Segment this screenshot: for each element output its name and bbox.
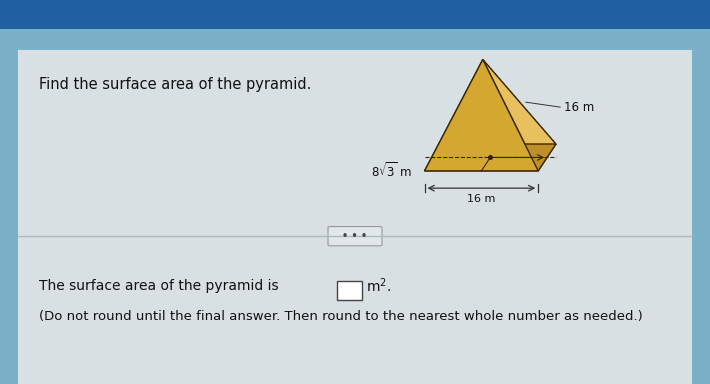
Text: Find the surface area of the pyramid.: Find the surface area of the pyramid. <box>39 77 312 92</box>
Polygon shape <box>425 144 556 171</box>
Text: • • •: • • • <box>342 231 368 241</box>
Polygon shape <box>425 60 538 171</box>
FancyBboxPatch shape <box>337 281 362 300</box>
Text: (Do not round until the final answer. Then round to the nearest whole number as : (Do not round until the final answer. Th… <box>39 310 643 323</box>
Text: The surface area of the pyramid is: The surface area of the pyramid is <box>39 279 283 293</box>
Polygon shape <box>483 60 556 171</box>
Text: $8\sqrt{3}$ m: $8\sqrt{3}$ m <box>371 162 412 180</box>
FancyBboxPatch shape <box>328 227 382 246</box>
FancyBboxPatch shape <box>18 50 692 384</box>
FancyBboxPatch shape <box>0 0 710 29</box>
Text: 16 m: 16 m <box>564 101 595 114</box>
FancyBboxPatch shape <box>0 29 710 384</box>
Polygon shape <box>425 60 483 171</box>
Text: m$^2$.: m$^2$. <box>366 277 391 295</box>
Text: 16 m: 16 m <box>467 194 496 204</box>
